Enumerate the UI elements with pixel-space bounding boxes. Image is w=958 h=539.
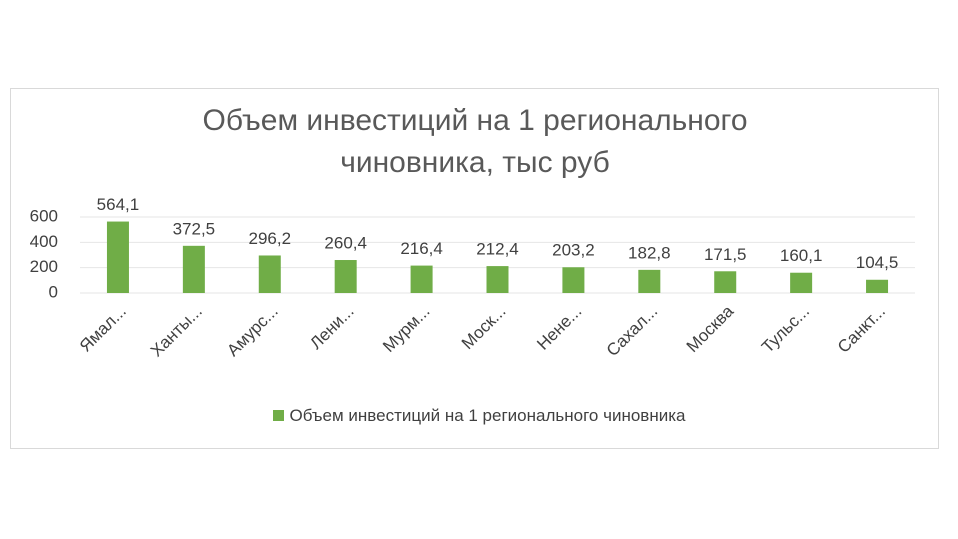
x-tick-label: Лени... <box>306 302 357 353</box>
value-label: 104,5 <box>856 253 899 272</box>
bar <box>410 265 433 293</box>
x-tick-label: Москва <box>683 301 738 356</box>
chart-frame <box>10 88 939 449</box>
x-tick-label: Ханты... <box>147 302 206 361</box>
bar <box>714 271 737 293</box>
value-label: 372,5 <box>173 219 216 238</box>
value-label: 171,5 <box>704 245 747 264</box>
y-tick-label: 400 <box>30 232 58 251</box>
legend: Объем инвестиций на 1 регионального чино… <box>0 406 958 426</box>
x-tick-label: Ямал... <box>76 302 130 356</box>
bar <box>638 269 661 293</box>
value-label: 160,1 <box>780 246 823 265</box>
bar <box>486 266 509 293</box>
bar <box>106 221 129 293</box>
bar <box>258 255 281 293</box>
value-label: 564,1 <box>97 195 140 214</box>
x-tick-label: Нене... <box>533 302 585 354</box>
value-label: 260,4 <box>324 234 367 253</box>
value-label: 203,2 <box>552 241 595 260</box>
bar <box>790 272 813 293</box>
value-label: 182,8 <box>628 243 671 262</box>
x-tick-label: Санкт... <box>834 302 889 357</box>
x-tick-label: Амурс... <box>223 302 281 360</box>
x-tick-label: Моск... <box>458 302 510 354</box>
bar <box>866 279 889 293</box>
chart-title: Объем инвестиций на 1 регионального чино… <box>202 104 748 179</box>
value-label: 296,2 <box>248 229 291 248</box>
x-tick-label: Мурм... <box>379 302 433 356</box>
x-tick-label: Тульс... <box>758 302 813 357</box>
value-label: 216,4 <box>400 239 443 258</box>
y-tick-label: 0 <box>49 282 58 301</box>
bar <box>562 267 585 293</box>
value-label: 212,4 <box>476 240 519 259</box>
bar <box>182 245 205 293</box>
y-tick-label: 200 <box>30 257 58 276</box>
bar <box>334 260 357 293</box>
legend-swatch <box>272 410 284 421</box>
legend-label: Объем инвестиций на 1 регионального чино… <box>289 406 686 425</box>
y-tick-label: 600 <box>30 206 58 225</box>
x-tick-label: Сахал... <box>603 302 662 361</box>
